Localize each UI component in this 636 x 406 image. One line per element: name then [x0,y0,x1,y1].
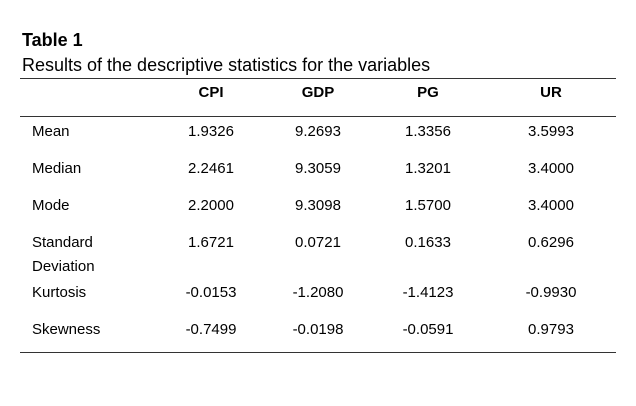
cell-value: -0.0198 [292,321,344,338]
table-title: Table 1 [22,30,83,50]
top-rule [20,78,616,79]
column-header: UR [540,84,562,101]
cell-value: 1.3201 [405,160,451,177]
cell-value: -0.7499 [185,321,237,338]
cell-value: 0.0721 [295,234,341,251]
table-caption: Results of the descriptive statistics fo… [22,55,431,75]
cell-value: 2.2000 [188,197,234,214]
cell-value: -1.4123 [402,284,454,301]
row-label: Kurtosis [32,284,87,301]
row-label: Median [32,160,82,177]
cell-value: 0.1633 [405,234,451,251]
cell-value: 3.4000 [528,197,574,214]
cell-value: 0.6296 [528,234,574,251]
cell-value: -0.0591 [402,321,454,338]
cell-value: 3.4000 [528,160,574,177]
cell-value: 3.5993 [528,123,574,140]
row-label: Mean [32,123,70,140]
bottom-rule [20,352,616,353]
cell-value: 1.9326 [188,123,234,140]
cell-value: 9.3059 [295,160,341,177]
cell-value: 1.5700 [405,197,451,214]
cell-value: -0.0153 [185,284,237,301]
cell-value: 1.3356 [405,123,451,140]
cell-value: 1.6721 [188,234,234,251]
column-header: CPI [198,84,224,101]
column-header: PG [417,84,439,101]
cell-value: 2.2461 [188,160,234,177]
cell-value: 9.2693 [295,123,341,140]
row-label: Standard Deviation [32,234,95,275]
row-label: Skewness [32,321,101,338]
cell-value: -1.2080 [292,284,344,301]
cell-value: 0.9793 [528,321,574,338]
header-rule [20,116,616,117]
cell-value: -0.9930 [525,284,577,301]
cell-value: 9.3098 [295,197,341,214]
row-label: Mode [32,197,70,214]
column-header: GDP [301,84,335,101]
